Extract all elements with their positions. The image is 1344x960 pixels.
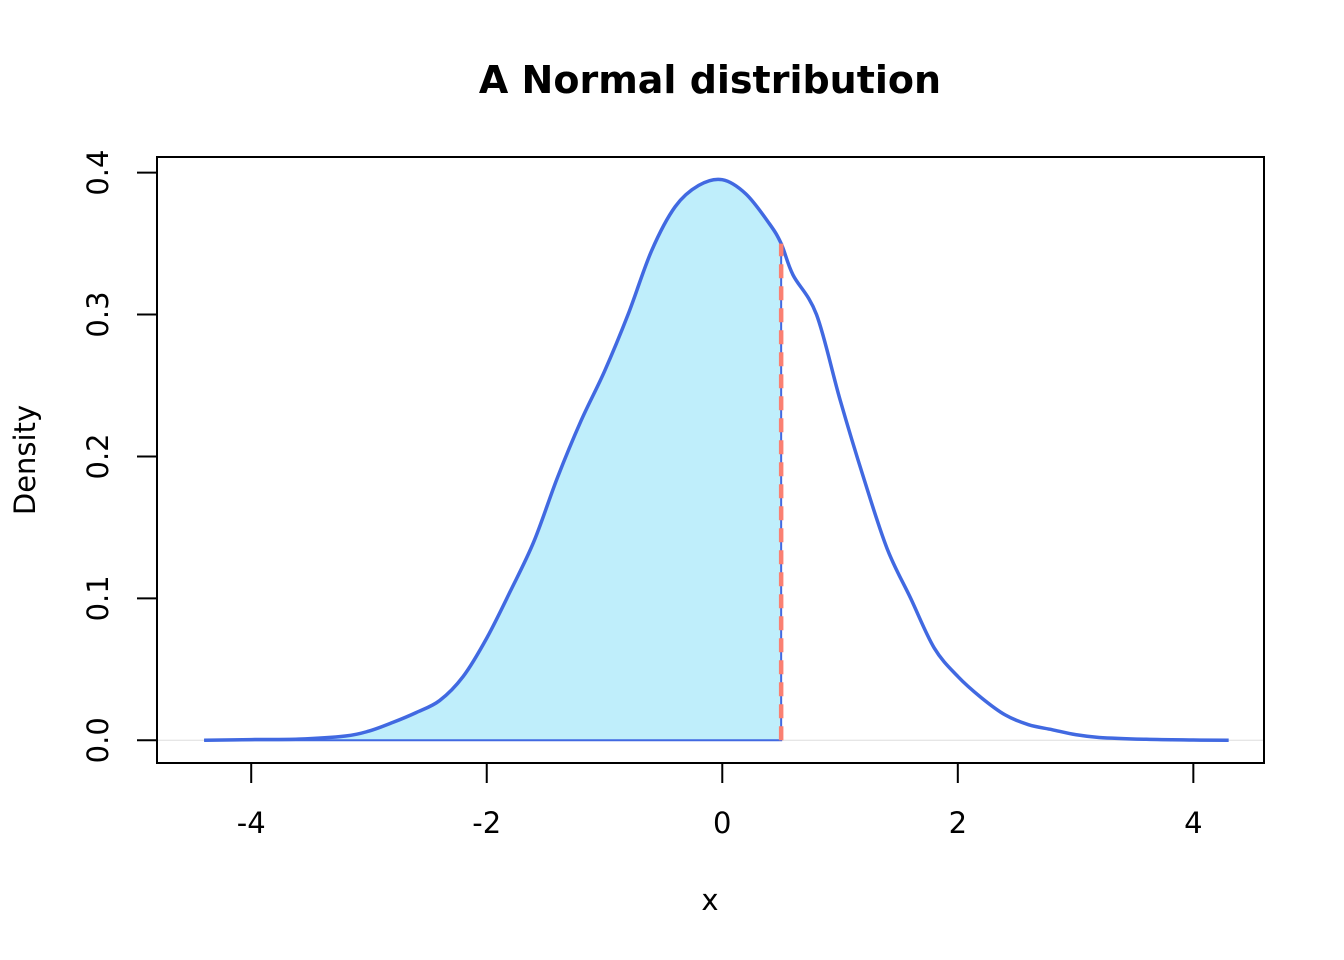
x-tick-label: 0 (713, 806, 731, 840)
y-axis: 0.0 0.1 0.2 0.3 0.4 (81, 150, 158, 763)
y-tick-label: 0.0 (81, 717, 115, 763)
density-curve (204, 177, 1229, 743)
y-tick-label: 0.3 (81, 291, 115, 337)
y-tick-label: 0.4 (81, 150, 115, 196)
plot-area (157, 177, 1264, 743)
x-tick-label: -2 (472, 806, 501, 840)
x-axis-label: x (701, 883, 718, 917)
y-axis-label: Density (8, 405, 42, 515)
shaded-area (204, 179, 782, 741)
x-axis: -4 -2 0 2 4 (237, 762, 1203, 840)
y-tick-label: 0.2 (81, 433, 115, 479)
x-tick-label: -4 (237, 806, 266, 840)
x-tick-label: 4 (1184, 806, 1202, 840)
y-tick-label: 0.1 (81, 575, 115, 621)
chart-title: A Normal distribution (479, 58, 941, 102)
x-tick-label: 2 (949, 806, 967, 840)
